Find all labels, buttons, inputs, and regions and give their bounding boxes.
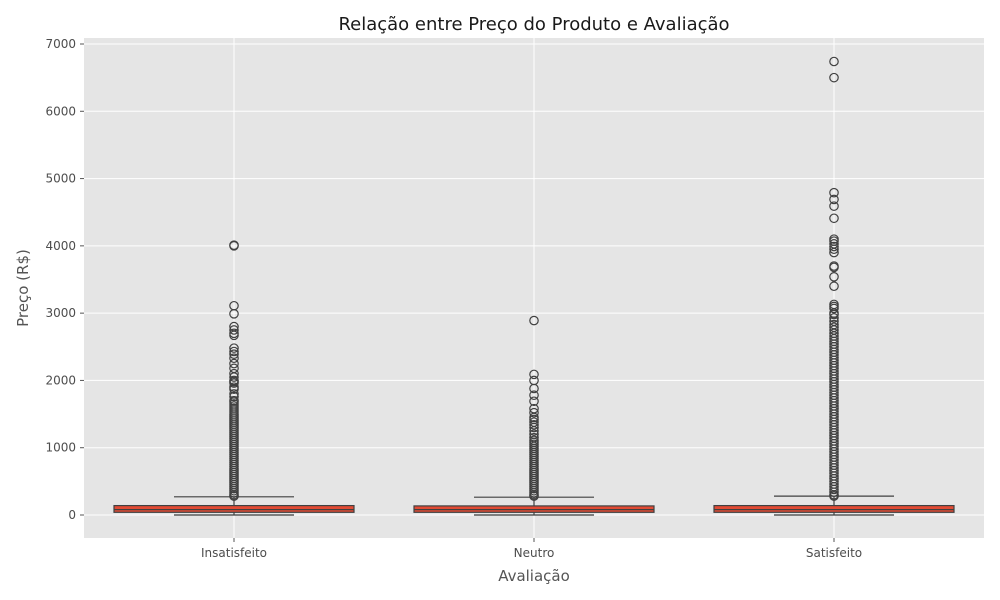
outlier-point	[829, 241, 839, 252]
x-tick-label: Neutro	[514, 546, 555, 560]
box-group-insatisfeito	[113, 240, 355, 516]
outlier-point	[829, 201, 839, 211]
outlier-point	[229, 491, 239, 501]
outlier-point	[229, 372, 239, 382]
outlier-point	[229, 346, 239, 357]
outlier-point	[829, 281, 839, 292]
outlier-point	[829, 72, 839, 83]
outlier-point	[829, 56, 839, 67]
outlier-point	[529, 491, 539, 501]
iqr-box	[113, 504, 355, 513]
outlier-point	[829, 262, 839, 273]
outlier-point	[829, 244, 839, 255]
outlier-point	[829, 313, 839, 323]
outlier-point	[829, 303, 839, 314]
y-axis-label: Preço (R$)	[14, 249, 32, 327]
y-axis-ticks: 0 1000 2000 3000 4000 5000 6000 7000	[45, 37, 84, 522]
outlier-point	[829, 194, 839, 205]
y-tick-label: 6000	[45, 104, 76, 118]
outlier-point	[529, 315, 539, 326]
outlier-point	[529, 383, 539, 394]
y-tick-label: 1000	[45, 441, 76, 455]
outlier-point	[529, 426, 539, 436]
outlier-point	[229, 343, 239, 353]
outlier-point	[229, 241, 239, 251]
outlier-point	[829, 187, 839, 198]
outlier-point	[829, 309, 839, 320]
x-axis-label: Avaliação	[498, 567, 570, 585]
y-tick-label: 0	[68, 508, 76, 522]
outlier-point	[229, 349, 239, 359]
x-tick-label: Insatisfeito	[201, 546, 267, 560]
y-tick-label: 4000	[45, 239, 76, 253]
outlier-point	[229, 384, 239, 394]
outlier-point	[829, 484, 839, 495]
outlier-point	[229, 325, 239, 335]
outlier-point	[229, 309, 239, 319]
box-group-neutro	[413, 315, 655, 516]
outlier-point	[529, 420, 539, 430]
iqr-box	[713, 504, 955, 513]
outlier-point	[829, 272, 839, 282]
x-tick-label: Satisfeito	[806, 546, 862, 560]
outlier-point	[229, 353, 239, 364]
outlier-point	[529, 369, 539, 380]
outlier-point	[529, 396, 539, 407]
chart-title: Relação entre Preço do Produto e Avaliaç…	[338, 14, 729, 35]
outlier-point	[529, 422, 539, 433]
outlier-point	[229, 330, 239, 341]
boxes	[113, 56, 955, 516]
outlier-point	[229, 378, 239, 388]
outlier-point	[229, 358, 239, 369]
y-tick-label: 5000	[45, 172, 76, 186]
y-tick-label: 7000	[45, 37, 76, 51]
x-axis-ticks: Insatisfeito Neutro Satisfeito	[201, 538, 862, 560]
outlier-point	[829, 247, 839, 258]
outlier-point	[529, 390, 539, 401]
y-tick-label: 2000	[45, 373, 76, 387]
outlier-point	[229, 391, 239, 402]
outlier-point	[829, 491, 839, 501]
y-tick-label: 3000	[45, 306, 76, 320]
outlier-point	[829, 487, 839, 497]
outlier-point	[829, 213, 839, 224]
outlier-point	[529, 407, 539, 418]
box-group-satisfeito	[713, 56, 955, 516]
